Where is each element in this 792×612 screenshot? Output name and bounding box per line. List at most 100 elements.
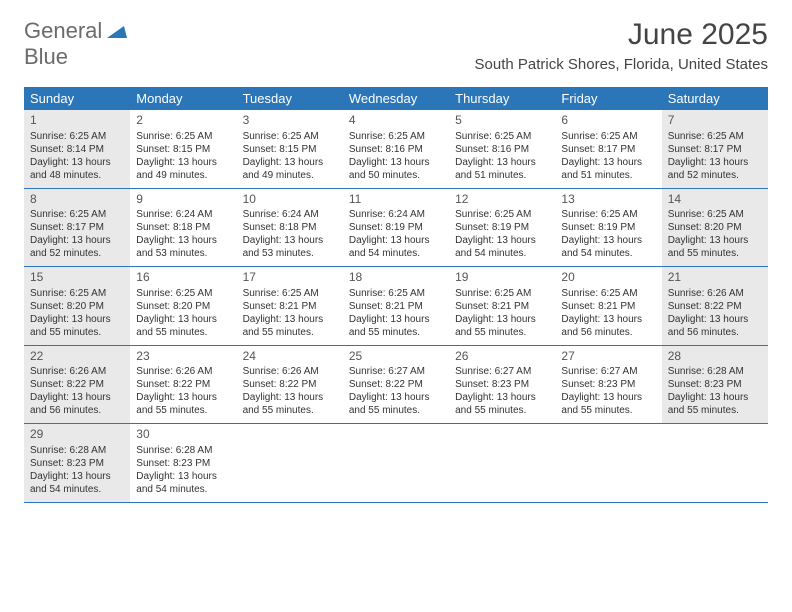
day-number: 2 (136, 113, 230, 129)
page-subtitle: South Patrick Shores, Florida, United St… (475, 56, 768, 73)
day-number: 19 (455, 270, 549, 286)
day-number: 14 (668, 192, 762, 208)
sunset-text: Sunset: 8:15 PM (243, 143, 337, 156)
day-cell (555, 424, 661, 502)
day-header: Tuesday (237, 87, 343, 110)
daylight-text: Daylight: 13 hours and 55 minutes. (243, 313, 337, 339)
sunrise-text: Sunrise: 6:25 AM (243, 130, 337, 143)
day-cell: 29Sunrise: 6:28 AMSunset: 8:23 PMDayligh… (24, 424, 130, 502)
daylight-text: Daylight: 13 hours and 55 minutes. (243, 391, 337, 417)
day-cell: 16Sunrise: 6:25 AMSunset: 8:20 PMDayligh… (130, 267, 236, 345)
sunset-text: Sunset: 8:18 PM (136, 221, 230, 234)
sunset-text: Sunset: 8:22 PM (30, 378, 124, 391)
daylight-text: Daylight: 13 hours and 55 minutes. (668, 391, 762, 417)
daylight-text: Daylight: 13 hours and 54 minutes. (455, 234, 549, 260)
day-header: Monday (130, 87, 236, 110)
daylight-text: Daylight: 13 hours and 48 minutes. (30, 156, 124, 182)
day-cell (237, 424, 343, 502)
day-number: 28 (668, 349, 762, 365)
sunset-text: Sunset: 8:23 PM (136, 457, 230, 470)
day-cell: 11Sunrise: 6:24 AMSunset: 8:19 PMDayligh… (343, 189, 449, 267)
day-header: Friday (555, 87, 661, 110)
day-cell: 18Sunrise: 6:25 AMSunset: 8:21 PMDayligh… (343, 267, 449, 345)
daylight-text: Daylight: 13 hours and 53 minutes. (136, 234, 230, 260)
sunrise-text: Sunrise: 6:25 AM (668, 130, 762, 143)
sunset-text: Sunset: 8:19 PM (349, 221, 443, 234)
day-number: 3 (243, 113, 337, 129)
page: General Blue June 2025 South Patrick Sho… (0, 0, 792, 521)
sunset-text: Sunset: 8:19 PM (455, 221, 549, 234)
week-row: 22Sunrise: 6:26 AMSunset: 8:22 PMDayligh… (24, 346, 768, 425)
day-cell: 9Sunrise: 6:24 AMSunset: 8:18 PMDaylight… (130, 189, 236, 267)
day-cell: 8Sunrise: 6:25 AMSunset: 8:17 PMDaylight… (24, 189, 130, 267)
sunset-text: Sunset: 8:17 PM (668, 143, 762, 156)
sunrise-text: Sunrise: 6:24 AM (349, 208, 443, 221)
day-cell: 20Sunrise: 6:25 AMSunset: 8:21 PMDayligh… (555, 267, 661, 345)
sunset-text: Sunset: 8:19 PM (561, 221, 655, 234)
sunrise-text: Sunrise: 6:25 AM (243, 287, 337, 300)
day-cell: 3Sunrise: 6:25 AMSunset: 8:15 PMDaylight… (237, 110, 343, 188)
sunset-text: Sunset: 8:14 PM (30, 143, 124, 156)
sunrise-text: Sunrise: 6:25 AM (349, 130, 443, 143)
sunset-text: Sunset: 8:16 PM (349, 143, 443, 156)
sunset-text: Sunset: 8:23 PM (455, 378, 549, 391)
day-cell (662, 424, 768, 502)
sunrise-text: Sunrise: 6:27 AM (561, 365, 655, 378)
sunset-text: Sunset: 8:21 PM (349, 300, 443, 313)
day-number: 9 (136, 192, 230, 208)
day-cell: 14Sunrise: 6:25 AMSunset: 8:20 PMDayligh… (662, 189, 768, 267)
daylight-text: Daylight: 13 hours and 56 minutes. (668, 313, 762, 339)
sunset-text: Sunset: 8:20 PM (30, 300, 124, 313)
day-number: 10 (243, 192, 337, 208)
day-cell: 12Sunrise: 6:25 AMSunset: 8:19 PMDayligh… (449, 189, 555, 267)
sunset-text: Sunset: 8:17 PM (561, 143, 655, 156)
day-cell: 30Sunrise: 6:28 AMSunset: 8:23 PMDayligh… (130, 424, 236, 502)
day-number: 26 (455, 349, 549, 365)
sunset-text: Sunset: 8:20 PM (668, 221, 762, 234)
day-header-row: Sunday Monday Tuesday Wednesday Thursday… (24, 87, 768, 110)
day-number: 20 (561, 270, 655, 286)
day-cell: 6Sunrise: 6:25 AMSunset: 8:17 PMDaylight… (555, 110, 661, 188)
day-number: 21 (668, 270, 762, 286)
day-header: Thursday (449, 87, 555, 110)
sunset-text: Sunset: 8:22 PM (243, 378, 337, 391)
day-cell: 1Sunrise: 6:25 AMSunset: 8:14 PMDaylight… (24, 110, 130, 188)
daylight-text: Daylight: 13 hours and 51 minutes. (561, 156, 655, 182)
sunset-text: Sunset: 8:15 PM (136, 143, 230, 156)
day-cell: 25Sunrise: 6:27 AMSunset: 8:22 PMDayligh… (343, 346, 449, 424)
logo-triangle-icon (107, 24, 127, 43)
daylight-text: Daylight: 13 hours and 55 minutes. (136, 313, 230, 339)
day-cell: 21Sunrise: 6:26 AMSunset: 8:22 PMDayligh… (662, 267, 768, 345)
daylight-text: Daylight: 13 hours and 55 minutes. (455, 313, 549, 339)
day-cell: 7Sunrise: 6:25 AMSunset: 8:17 PMDaylight… (662, 110, 768, 188)
sunrise-text: Sunrise: 6:26 AM (30, 365, 124, 378)
weeks-container: 1Sunrise: 6:25 AMSunset: 8:14 PMDaylight… (24, 110, 768, 503)
sunset-text: Sunset: 8:23 PM (561, 378, 655, 391)
day-number: 1 (30, 113, 124, 129)
sunrise-text: Sunrise: 6:24 AM (136, 208, 230, 221)
week-row: 8Sunrise: 6:25 AMSunset: 8:17 PMDaylight… (24, 189, 768, 268)
sunrise-text: Sunrise: 6:28 AM (668, 365, 762, 378)
day-number: 7 (668, 113, 762, 129)
sunrise-text: Sunrise: 6:25 AM (136, 130, 230, 143)
calendar: Sunday Monday Tuesday Wednesday Thursday… (24, 87, 768, 503)
week-row: 1Sunrise: 6:25 AMSunset: 8:14 PMDaylight… (24, 110, 768, 189)
day-number: 24 (243, 349, 337, 365)
day-number: 16 (136, 270, 230, 286)
sunrise-text: Sunrise: 6:24 AM (243, 208, 337, 221)
sunrise-text: Sunrise: 6:25 AM (455, 130, 549, 143)
sunrise-text: Sunrise: 6:26 AM (668, 287, 762, 300)
sunset-text: Sunset: 8:18 PM (243, 221, 337, 234)
daylight-text: Daylight: 13 hours and 49 minutes. (136, 156, 230, 182)
day-cell: 24Sunrise: 6:26 AMSunset: 8:22 PMDayligh… (237, 346, 343, 424)
day-number: 8 (30, 192, 124, 208)
day-cell: 5Sunrise: 6:25 AMSunset: 8:16 PMDaylight… (449, 110, 555, 188)
sunset-text: Sunset: 8:20 PM (136, 300, 230, 313)
sunrise-text: Sunrise: 6:27 AM (349, 365, 443, 378)
sunrise-text: Sunrise: 6:25 AM (668, 208, 762, 221)
day-header: Wednesday (343, 87, 449, 110)
daylight-text: Daylight: 13 hours and 52 minutes. (30, 234, 124, 260)
sunset-text: Sunset: 8:23 PM (668, 378, 762, 391)
sunset-text: Sunset: 8:22 PM (668, 300, 762, 313)
day-cell (449, 424, 555, 502)
